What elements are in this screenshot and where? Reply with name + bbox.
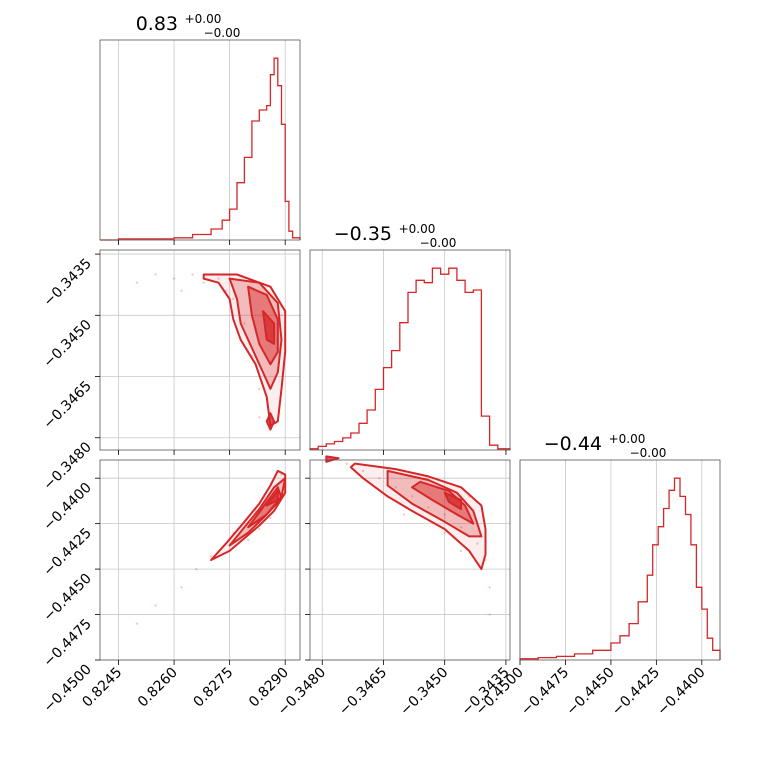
param-0-plus: +0.00 bbox=[185, 12, 222, 26]
panel-frame bbox=[519, 459, 721, 661]
sample-point bbox=[243, 322, 246, 325]
x-tick-label-param-2: −0.4450 bbox=[563, 665, 617, 719]
contour-panel-param-1-vs-2: −0.3480 −0.3465 −0.3450 −0.3435 bbox=[275, 455, 513, 719]
param-0-minus: −0.00 bbox=[204, 26, 241, 40]
sample-point bbox=[459, 549, 463, 553]
sample-point bbox=[427, 506, 430, 509]
sample-point bbox=[476, 542, 479, 545]
contour-panel-param-0-vs-2: 0.8245 0.8260 0.8275 0.8290−0.4500−0.4475−0… bbox=[41, 459, 301, 716]
sample-point bbox=[135, 622, 139, 625]
x-tick-label-param-2: −0.4400 bbox=[654, 665, 708, 719]
sample-point bbox=[232, 297, 235, 301]
param-1-minus: −0.00 bbox=[420, 236, 457, 250]
x-tick-label-param-2: −0.4475 bbox=[518, 665, 572, 719]
y-tick-label-param-1: −0.3465 bbox=[41, 378, 95, 432]
histogram-panel-param-0: 0.83 +0.00 −0.00 bbox=[99, 12, 301, 245]
sample-point bbox=[402, 513, 406, 516]
contour-level bbox=[325, 455, 340, 463]
panel-frame bbox=[99, 459, 301, 661]
histogram-panel-param-1: −0.35 +0.00 −0.00 bbox=[309, 222, 511, 455]
contour-level bbox=[262, 310, 276, 345]
sample-point bbox=[180, 586, 183, 589]
x-tick-label-param-1: −0.3450 bbox=[397, 665, 451, 719]
sample-point bbox=[488, 586, 491, 589]
contour-panel-param-0-vs-1: −0.3480−0.3465−0.3450−0.3435 bbox=[41, 249, 301, 494]
x-tick-label-param-0: 0.8275 bbox=[190, 665, 236, 711]
x-tick-label-param-1: −0.3465 bbox=[336, 665, 390, 719]
sample-point bbox=[443, 531, 446, 534]
sample-point bbox=[269, 516, 272, 520]
y-tick-label-param-1: −0.3435 bbox=[41, 256, 95, 310]
sample-point bbox=[378, 476, 381, 480]
sample-point bbox=[258, 527, 261, 531]
sample-point bbox=[361, 469, 365, 473]
sample-point bbox=[258, 416, 261, 419]
contour-level bbox=[443, 491, 462, 511]
param-2-minus: −0.00 bbox=[630, 446, 667, 460]
histogram-step-line bbox=[100, 57, 301, 241]
sample-point bbox=[191, 273, 194, 276]
sample-point bbox=[258, 387, 261, 390]
y-tick-label-param-2: −0.4450 bbox=[41, 571, 95, 625]
x-tick-label-param-2: −0.4425 bbox=[609, 665, 663, 719]
sample-point bbox=[209, 555, 213, 558]
sample-point bbox=[410, 495, 414, 498]
sample-point bbox=[345, 462, 348, 465]
panel-frame bbox=[99, 39, 301, 241]
sample-point bbox=[154, 604, 157, 607]
sample-point bbox=[202, 281, 205, 284]
contour-level bbox=[265, 489, 279, 507]
sample-point bbox=[172, 277, 176, 280]
param-2-plus: +0.00 bbox=[609, 432, 646, 446]
contour-level bbox=[247, 285, 279, 366]
sample-point bbox=[154, 273, 157, 276]
sample-point bbox=[217, 277, 220, 280]
histogram-step-line bbox=[309, 267, 511, 450]
panel-frame bbox=[309, 249, 511, 451]
contour-level bbox=[265, 412, 276, 431]
param-1-title: −0.35 bbox=[334, 223, 392, 245]
sample-point bbox=[180, 289, 183, 293]
sample-point bbox=[280, 314, 283, 317]
contour-level bbox=[210, 469, 287, 561]
sample-point bbox=[488, 613, 491, 616]
sample-point bbox=[443, 513, 446, 516]
y-tick-label-param-2: −0.4475 bbox=[41, 616, 95, 670]
panel-frame bbox=[99, 249, 301, 451]
histogram-step-line bbox=[519, 477, 721, 660]
sample-point bbox=[246, 538, 250, 542]
param-0-title: 0.83 bbox=[136, 13, 178, 35]
contour-level bbox=[411, 480, 475, 525]
sample-point bbox=[394, 486, 397, 489]
sample-point bbox=[135, 281, 139, 284]
y-tick-label-param-1: −0.3450 bbox=[41, 317, 95, 371]
x-tick-label-param-0: 0.8260 bbox=[135, 665, 181, 711]
y-tick-label-param-2: −0.4425 bbox=[41, 525, 95, 579]
param-2-title: −0.44 bbox=[544, 433, 602, 455]
sample-point bbox=[195, 567, 198, 571]
panel-frame bbox=[309, 459, 511, 661]
sample-point bbox=[459, 526, 463, 529]
param-1-plus: +0.00 bbox=[399, 222, 436, 236]
